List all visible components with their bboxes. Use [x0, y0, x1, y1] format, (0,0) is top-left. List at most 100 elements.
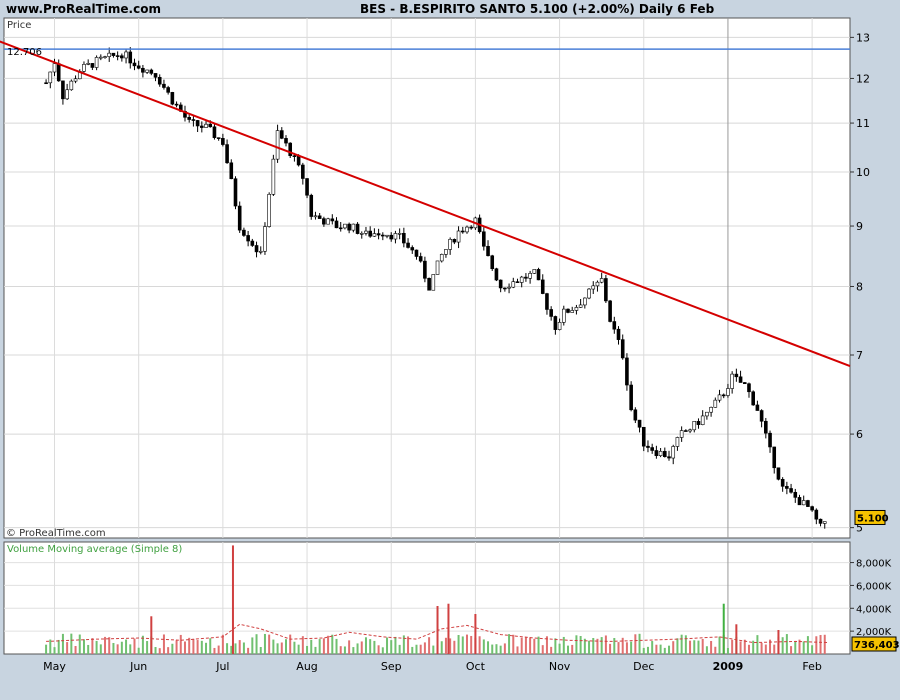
candle-body — [200, 125, 204, 128]
candle-body — [351, 223, 356, 231]
candle-body — [780, 478, 785, 487]
volume-bar — [655, 644, 658, 654]
volume-bar — [297, 644, 300, 654]
candle-body — [574, 307, 579, 311]
candle-body — [162, 83, 166, 88]
candle-body — [393, 233, 398, 240]
candle-body — [145, 69, 149, 73]
volume-bar — [78, 634, 81, 654]
volume-bar — [293, 641, 296, 654]
volume-bar — [331, 634, 334, 654]
candle-body — [406, 242, 410, 248]
volume-bar — [499, 645, 502, 654]
candle-body — [149, 69, 154, 74]
volume-bar — [646, 646, 649, 654]
volume-bar — [444, 637, 447, 654]
price-tick-label: 10 — [856, 166, 870, 179]
candle-body — [726, 388, 730, 396]
volume-bar — [70, 633, 73, 654]
candle-body — [136, 65, 141, 69]
candle-body — [372, 233, 377, 237]
volume-spike-bar — [150, 616, 153, 654]
volume-bar — [66, 642, 69, 654]
volume-bar — [158, 648, 161, 654]
site-url: www.ProRealTime.com — [6, 2, 161, 16]
candle-body — [612, 321, 617, 330]
price-tick-label: 9 — [856, 220, 863, 233]
candle-body — [212, 126, 217, 138]
candle-body — [237, 205, 242, 231]
candle-body — [524, 276, 528, 279]
volume-bar — [432, 645, 435, 654]
candle-body — [170, 92, 175, 105]
volume-bar — [423, 642, 426, 654]
candle-body — [56, 63, 61, 82]
candle-body — [705, 411, 709, 417]
volume-bar — [769, 639, 772, 654]
candle-body — [359, 233, 364, 235]
candle-body — [532, 269, 537, 274]
candle-body — [141, 67, 145, 73]
volume-bar — [575, 635, 578, 654]
candle-body — [216, 137, 221, 139]
candle-body — [561, 308, 566, 323]
candle-body — [663, 451, 667, 457]
volume-bar — [386, 637, 389, 654]
volume-bar — [811, 645, 814, 654]
candle-body — [583, 297, 587, 306]
volume-bar — [802, 641, 805, 654]
volume-bar — [280, 642, 283, 654]
volume-bar — [335, 638, 338, 654]
candle-body — [279, 130, 284, 139]
candle-body — [460, 230, 465, 233]
candle-body — [801, 500, 806, 506]
candle-body — [330, 218, 335, 222]
volume-bar — [465, 634, 468, 654]
volume-bar — [756, 635, 759, 654]
candle-body — [713, 399, 718, 408]
chart-header: www.ProRealTime.com BES - B.ESPIRITO SAN… — [0, 0, 900, 18]
volume-bar — [104, 636, 107, 654]
candle-body — [242, 229, 246, 236]
volume-bar — [276, 643, 279, 654]
volume-bar — [200, 640, 203, 654]
volume-bar — [815, 636, 818, 654]
candle-body — [785, 486, 789, 489]
candle-body — [486, 245, 490, 257]
candle-body — [107, 52, 112, 57]
candle-body — [557, 322, 562, 330]
candle-body — [381, 234, 385, 237]
candle-body — [208, 123, 213, 128]
candle-body — [738, 376, 743, 383]
candle-body — [52, 63, 57, 73]
volume-tick-label: 8,000K — [856, 559, 892, 570]
volume-bar — [705, 646, 708, 654]
resistance-value-label: 12.706 — [7, 47, 42, 58]
volume-bar — [99, 644, 102, 654]
volume-bar — [545, 636, 548, 654]
candle-body — [195, 120, 200, 127]
volume-bar — [192, 638, 195, 654]
volume-bar — [339, 646, 342, 654]
candle-body — [103, 56, 107, 58]
candle-body — [700, 415, 705, 425]
candle-body — [250, 240, 255, 246]
volume-bar — [604, 635, 607, 654]
volume-bar — [773, 644, 776, 654]
volume-bar — [508, 634, 511, 654]
volume-bar — [251, 637, 254, 654]
volume-bar — [360, 641, 363, 654]
volume-spike-bar — [436, 606, 439, 654]
volume-bar — [663, 647, 666, 654]
candle-body — [608, 300, 612, 322]
volume-bar — [407, 636, 410, 654]
candle-body — [789, 488, 793, 493]
volume-bar — [87, 644, 90, 654]
volume-bar — [680, 634, 683, 654]
volume-bar — [739, 641, 742, 654]
candle-body — [166, 87, 170, 93]
candle-body — [540, 279, 545, 294]
candle-body — [418, 256, 423, 262]
volume-bar — [234, 643, 237, 654]
price-axis: 5 6 7 8 9 10 11 12 13 — [850, 31, 870, 535]
